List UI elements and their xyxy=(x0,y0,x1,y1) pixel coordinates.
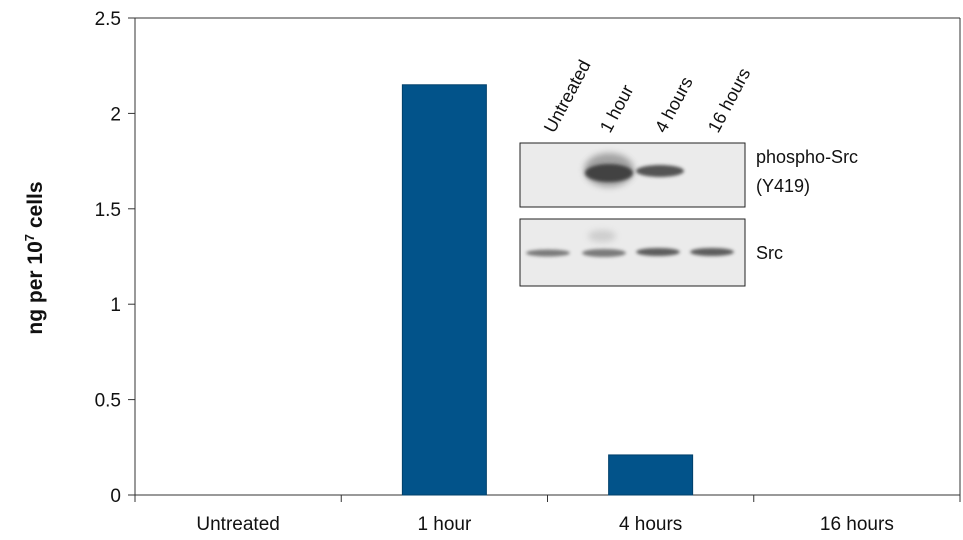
lane-label: Untreated xyxy=(540,57,595,136)
band-1-hour-src xyxy=(582,249,626,257)
y-tick-label: 1 xyxy=(110,295,121,316)
x-category-label: Untreated xyxy=(196,514,279,535)
x-category-label: 1 hour xyxy=(417,514,472,535)
lane-label: 16 hours xyxy=(704,65,755,136)
y-tick-label: 2 xyxy=(110,104,121,125)
band-4-hours-phospho xyxy=(636,165,684,177)
band-untreated-src xyxy=(526,249,570,257)
bar-4-hours xyxy=(608,454,694,496)
band-4-hours-src xyxy=(636,248,680,256)
lane-label: 4 hours xyxy=(651,73,697,135)
src-bands xyxy=(526,230,734,257)
band-16-hours-src xyxy=(690,248,734,256)
western-blot-inset: Untreated 1 hour 4 hours 16 hours phospho-S… xyxy=(519,57,858,287)
x-category-label: 4 hours xyxy=(619,514,682,535)
lane-label: 1 hour xyxy=(596,81,638,135)
y-tick-label: 2.5 xyxy=(95,9,121,30)
blot-label-src: Src xyxy=(756,243,783,263)
lane-labels: Untreated 1 hour 4 hours 16 hours xyxy=(540,57,755,136)
bar-series xyxy=(401,84,694,496)
y-axis-title-superscript: 7 xyxy=(22,234,37,241)
y-axis-ticks: 0 0.5 1 1.5 2 2.5 xyxy=(95,9,135,507)
x-axis-ticks: Untreated 1 hour 4 hours 16 hours xyxy=(134,495,961,535)
y-tick-label: 0.5 xyxy=(95,391,121,412)
blot-label-phospho-src-site: (Y419) xyxy=(756,176,810,196)
y-tick-label: 1.5 xyxy=(95,200,121,221)
blot-label-phospho-src: phospho-Src xyxy=(756,147,858,167)
band-1-hour-src-smear xyxy=(588,230,616,242)
y-tick-label: 0 xyxy=(110,486,121,507)
y-axis-title: ng per 107 cells xyxy=(22,181,47,334)
bar-1-hour xyxy=(401,84,487,496)
x-category-label: 16 hours xyxy=(820,514,894,535)
band-1-hour-phospho-core xyxy=(585,164,633,182)
phospho-src-bands xyxy=(584,153,684,187)
